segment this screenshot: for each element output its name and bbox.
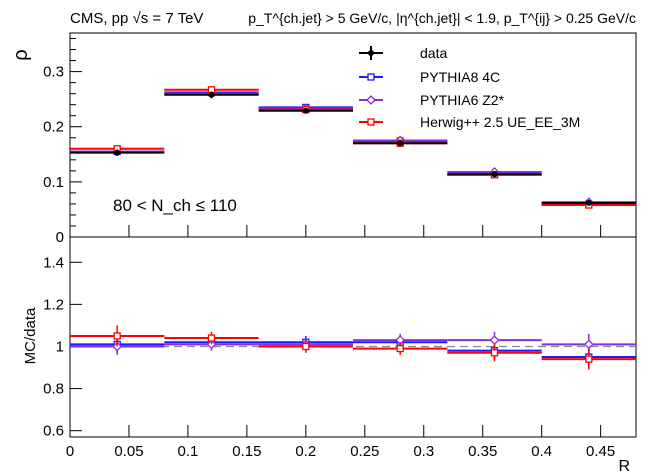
ratio-point — [489, 335, 500, 346]
point — [585, 199, 592, 206]
lower-xtick-label: 0.35 — [468, 443, 497, 460]
lower-ytick-label: 0.8 — [43, 381, 64, 398]
upper-ylabel: ρ — [10, 49, 32, 60]
ratio-point — [302, 342, 310, 351]
legend-label-data: data — [420, 45, 447, 61]
legend-label-pythia6: PYTHIA6 Z2* — [420, 92, 505, 108]
legend-marker-pythia8 — [367, 73, 375, 81]
legend-marker-herwig — [367, 118, 375, 126]
legend-item-pythia8: PYTHIA8 4C — [359, 69, 500, 85]
series-herwig-2-5-ue-ee-3m — [70, 86, 636, 209]
lower-frame — [69, 236, 637, 438]
ratio-series-herwig-2-5-ue-ee-3m — [70, 325, 636, 370]
lower-xlabel: R — [618, 458, 630, 475]
lower-xtick-label: 0.2 — [295, 443, 316, 460]
legend-marker-pythia6 — [366, 95, 376, 105]
upper-ytick-label: 0.2 — [43, 119, 64, 136]
lower-xtick-label: 0.15 — [232, 443, 261, 460]
ratio-point — [396, 344, 404, 353]
upper-ytick-label: 0.3 — [43, 64, 64, 81]
lower-ytick-label: 1.4 — [43, 254, 64, 271]
lower-ytick-label: 0.6 — [43, 423, 64, 440]
lower-ytick-label: 1 — [56, 338, 64, 355]
point — [302, 107, 309, 114]
lower-panel: MC/data R 0.60.811.21.40 0.05 0.1 0.15 0.2 0.… — [22, 236, 637, 475]
lower-xtick-label: 0.45 — [586, 443, 615, 460]
upper-marks — [70, 86, 636, 209]
ratio-point — [583, 339, 594, 350]
header-right: p_T^{ch.jet} > 5 GeV/c, |η^{ch.jet}| < 1… — [248, 10, 636, 26]
lower-axes: 0.6 0.8 1 1.2 1.4 0 0.05 0.1 0.15 0.2 0.25 0.3 0.35 0… — [43, 254, 636, 460]
lower-xtick-label: 0.4 — [531, 443, 552, 460]
legend-marker-data — [368, 50, 374, 56]
upper-ytick-label: 0.1 — [43, 174, 64, 191]
point — [208, 91, 215, 98]
header-left: CMS, pp √s = 7 TeV — [70, 10, 203, 27]
lower-ytick-label: 1.2 — [43, 296, 64, 313]
lower-xtick-label: 0.3 — [413, 443, 434, 460]
legend-item-pythia6: PYTHIA6 Z2* — [359, 92, 505, 108]
point — [114, 149, 121, 156]
series-data — [70, 91, 636, 206]
lower-ylabel: MC/data — [22, 307, 39, 364]
point — [397, 140, 404, 147]
panel-annotation: 80 < N_ch ≤ 110 — [113, 196, 237, 215]
upper-panel: ρ 0 0.1 0.2 0.3 80 < N_ch ≤ 110 — [10, 32, 637, 246]
lower-xtick-label: 0.05 — [114, 443, 143, 460]
ratio-point — [585, 355, 593, 363]
legend: data PYTHIA8 4C PYTHIA6 Z2* Herwig++ 2.5… — [359, 45, 580, 130]
lower-marks — [70, 325, 636, 370]
upper-ytick-label: 0 — [56, 229, 64, 246]
legend-item-data: data — [359, 45, 447, 61]
legend-label-pythia8: PYTHIA8 4C — [420, 69, 500, 85]
legend-item-herwig: Herwig++ 2.5 UE_EE_3M — [359, 114, 580, 130]
upper-axes: 0 0.1 0.2 0.3 — [43, 38, 602, 246]
lower-xtick-label: 0.25 — [350, 443, 379, 460]
ratio-point — [113, 332, 121, 340]
ratio-point — [207, 334, 216, 342]
lower-xtick-label: 0 — [66, 443, 74, 460]
lower-xtick-label: 0.1 — [177, 443, 198, 460]
ratio-point — [490, 349, 499, 357]
legend-label-herwig: Herwig++ 2.5 UE_EE_3M — [420, 114, 580, 130]
point — [491, 171, 498, 178]
